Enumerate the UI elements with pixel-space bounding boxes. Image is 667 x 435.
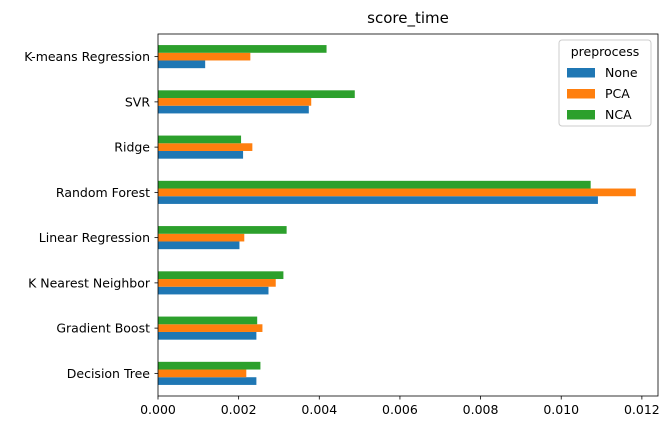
axes: 0.000 0.002 0.004 0.006 0.008 0.010 0.012 Decis… [24,33,660,417]
bar-pca-6 [158,98,312,106]
bar-pca-1 [158,324,263,332]
legend-title: preprocess [571,44,640,59]
bar-pca-4 [158,188,636,197]
legend-swatch-none [567,68,595,78]
bar-nca-2 [158,271,284,280]
x-tick-label: 0.000 [140,402,176,417]
legend-swatch-pca [567,89,595,99]
plot-frame [157,33,659,397]
legend-label-none: None [605,65,638,80]
bar-pca-3 [158,233,245,242]
x-tick-label: 0.008 [463,402,499,417]
bar-nca-6 [158,90,355,99]
y-tick-label: K-means Regression [24,49,150,64]
bar-none-0 [158,377,257,385]
legend-box [558,39,652,127]
bar-pca-2 [158,279,276,287]
bar-pca-0 [158,369,247,378]
y-tick-label: SVR [125,94,150,109]
bar-nca-0 [158,361,261,370]
x-tick-label: 0.004 [301,402,337,417]
legend-label-nca: NCA [605,107,632,122]
bar-none-6 [158,105,309,114]
bar-nca-5 [158,135,242,144]
bar-none-3 [158,241,240,250]
bar-nca-4 [158,180,591,189]
y-tick-label: K Nearest Neighbor [28,275,151,290]
bar-group [158,45,636,385]
legend-swatch-nca [567,110,595,120]
bar-none-4 [158,196,598,204]
bar-pca-7 [158,52,251,61]
y-tick-label: Gradient Boost [56,321,150,336]
bar-none-2 [158,286,269,295]
bar-nca-1 [158,316,258,325]
bar-pca-5 [158,143,253,151]
y-tick-label: Decision Tree [67,366,151,381]
bar-none-7 [158,60,206,69]
y-tick-label: Ridge [114,140,150,155]
x-tick-label: 0.012 [624,402,660,417]
x-tick-label: 0.010 [543,402,579,417]
bar-none-1 [158,331,257,340]
legend: preprocess None PCA NCA [558,39,652,127]
x-tick-label: 0.006 [382,402,418,417]
bar-nca-3 [158,226,287,234]
y-tick-label: Random Forest [56,185,150,200]
bar-nca-7 [158,45,327,53]
legend-label-pca: PCA [605,86,630,101]
bar-none-5 [158,150,244,159]
chart-title: score_time [367,9,449,28]
x-tick-label: 0.002 [221,402,257,417]
y-tick-label: Linear Regression [39,230,150,245]
